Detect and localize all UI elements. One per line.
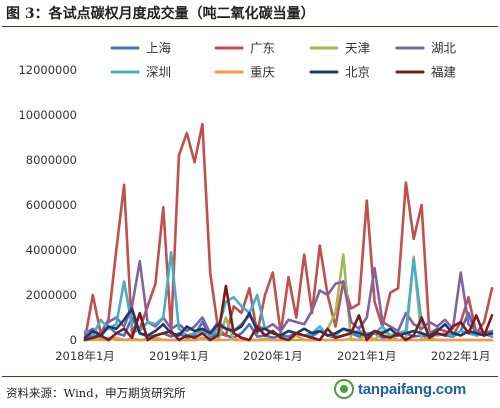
- legend-label: 天津: [345, 41, 370, 56]
- x-tick-label: 2019年1月: [149, 349, 209, 363]
- x-tick-label: 2020年1月: [243, 349, 303, 363]
- y-tick-label: 6000000: [26, 198, 77, 212]
- y-tick-label: 12000000: [18, 63, 77, 77]
- legend-label: 上海: [146, 41, 172, 56]
- legend-label: 重庆: [250, 65, 276, 80]
- x-tick-label: 2018年1月: [55, 349, 115, 363]
- source-note: 资料来源：Wind，申万期货研究所: [6, 386, 186, 400]
- y-tick-label: 2000000: [26, 288, 77, 302]
- series-line: [83, 284, 494, 342]
- legend-label: 湖北: [431, 41, 457, 56]
- watermark: tanpaifang.com: [334, 377, 466, 401]
- legend-label: 福建: [431, 65, 457, 80]
- legend-label: 深圳: [146, 65, 171, 80]
- legend-label: 北京: [345, 65, 370, 80]
- figure-title: 图 3：各试点碳权月度成交量（吨二氧化碳当量）: [6, 6, 315, 22]
- x-tick-label: 2021年1月: [337, 349, 397, 363]
- series-line: [83, 307, 494, 340]
- leaf-logo-icon: [334, 379, 354, 399]
- y-tick-label: 8000000: [26, 153, 77, 167]
- x-tick-label: 2022年1月: [431, 349, 491, 363]
- y-tick-label: 0: [70, 333, 77, 347]
- watermark-text: tanpaifang.com: [358, 380, 467, 398]
- legend-label: 广东: [250, 41, 275, 56]
- chart-area: 0 2000000 4000000 6000000 8000000 10000000 120…: [18, 41, 494, 363]
- title-rule: [2, 26, 498, 27]
- series-line: [83, 253, 494, 342]
- source-rule: [2, 376, 498, 377]
- y-tick-label: 4000000: [26, 243, 77, 257]
- series-line: [83, 122, 494, 341]
- y-tick-label: 10000000: [18, 108, 77, 122]
